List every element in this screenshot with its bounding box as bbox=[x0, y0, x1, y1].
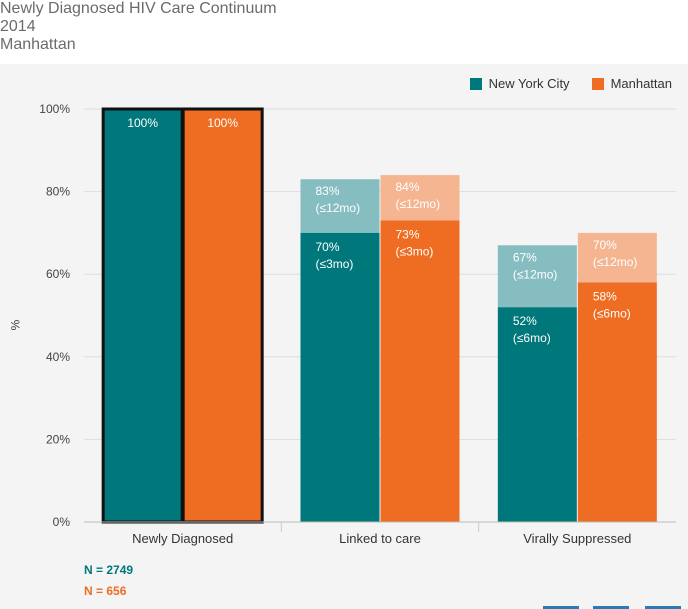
chart-titles: Newly Diagnosed HIV Care Continuum 2014 … bbox=[0, 0, 277, 54]
data-label: 70% bbox=[316, 240, 340, 254]
legend-swatch-nyc bbox=[469, 77, 482, 90]
bar-segment-manhattan-base bbox=[577, 282, 657, 522]
bar-segment-manhattan-top bbox=[577, 232, 657, 283]
y-tick-label: 40% bbox=[46, 350, 70, 364]
data-label: 100% bbox=[207, 116, 238, 130]
chart-subtitle-year: 2014 bbox=[0, 18, 36, 35]
bar-segment-manhattan-top bbox=[380, 175, 460, 221]
bar-segment-nyc-base bbox=[103, 109, 183, 522]
legend-label-nyc: New York City bbox=[488, 76, 570, 91]
n-label-manhattan: N = 656 bbox=[84, 584, 127, 598]
data-label: 73% bbox=[396, 228, 420, 242]
data-label: 67% bbox=[513, 250, 537, 264]
data-label: (≤6mo) bbox=[513, 331, 551, 345]
bar-segment-nyc-base bbox=[300, 232, 380, 522]
y-tick-label: 80% bbox=[46, 185, 70, 199]
bottom-control-2[interactable] bbox=[593, 606, 629, 609]
legend-swatch-manhattan bbox=[591, 77, 604, 90]
x-tick-label: Newly Diagnosed bbox=[132, 531, 233, 546]
bar-segment-nyc-top bbox=[497, 245, 577, 308]
legend: New York City Manhattan bbox=[469, 76, 672, 91]
data-label: (≤6mo) bbox=[593, 306, 631, 320]
data-label: (≤3mo) bbox=[396, 245, 434, 259]
n-label-nyc: N = 2749 bbox=[84, 563, 134, 577]
bottom-control-1[interactable] bbox=[543, 606, 579, 609]
x-tick-label: Linked to care bbox=[339, 531, 421, 546]
bar-segment-nyc-top bbox=[300, 179, 380, 233]
data-label: 84% bbox=[396, 180, 420, 194]
data-label: (≤12mo) bbox=[593, 255, 638, 269]
data-label: (≤12mo) bbox=[316, 201, 361, 215]
data-label: 70% bbox=[593, 238, 617, 252]
data-label: 100% bbox=[127, 116, 158, 130]
bar-segment-manhattan-base bbox=[183, 109, 263, 522]
y-tick-label: 0% bbox=[53, 515, 71, 529]
bar-segment-nyc-base bbox=[497, 307, 577, 522]
y-tick-label: 20% bbox=[46, 432, 70, 446]
data-label: 52% bbox=[513, 314, 537, 328]
bar-segment-manhattan-base bbox=[380, 220, 460, 522]
y-tick-label: 100% bbox=[39, 102, 70, 116]
data-label: (≤3mo) bbox=[316, 257, 354, 271]
legend-item-manhattan[interactable]: Manhattan bbox=[591, 76, 672, 91]
data-label: (≤12mo) bbox=[396, 197, 441, 211]
data-label: 58% bbox=[593, 289, 617, 303]
bottom-control-3[interactable] bbox=[645, 606, 681, 609]
data-label: 83% bbox=[316, 184, 340, 198]
legend-item-nyc[interactable]: New York City bbox=[469, 76, 570, 91]
chart-title: Newly Diagnosed HIV Care Continuum bbox=[0, 0, 277, 17]
y-tick-label: 60% bbox=[46, 267, 70, 281]
legend-label-manhattan: Manhattan bbox=[610, 76, 672, 91]
data-label: (≤12mo) bbox=[513, 267, 558, 281]
chart-subtitle-borough: Manhattan bbox=[0, 36, 76, 53]
x-tick-label: Virally Suppressed bbox=[523, 531, 631, 546]
